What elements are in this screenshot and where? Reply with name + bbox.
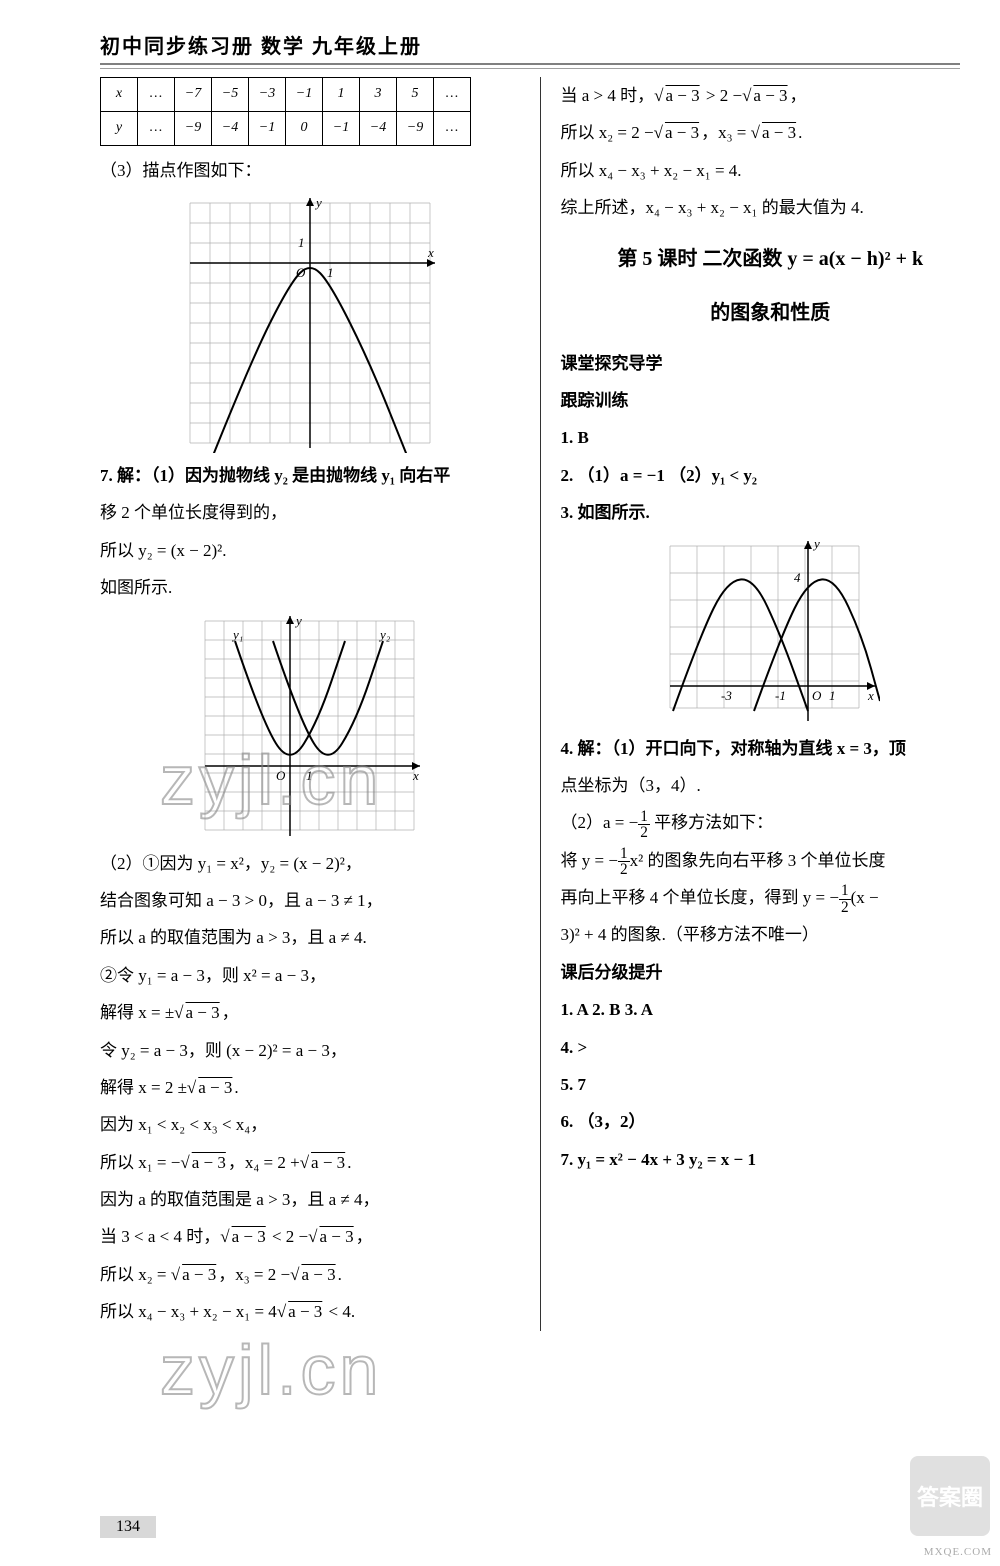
text-line: 令 y₂ = a − 3，则 (x − 2)² = a − 3， <box>100 1032 520 1069</box>
text-line: 点坐标为（3，4）. <box>561 767 981 804</box>
answer-line: 1. B <box>561 419 981 456</box>
text-line: 所以 x₄ − x₃ + x₂ − x₁ = 4. <box>561 152 981 189</box>
text-line: 4. 解：（1）开口向下，对称轴为直线 x = 3，顶 <box>561 730 981 767</box>
svg-text:x: x <box>427 245 434 260</box>
svg-text:y: y <box>294 613 302 628</box>
svg-text:x: x <box>867 688 874 703</box>
corner-url: MXQE.COM <box>924 1546 992 1558</box>
svg-text:-3: -3 <box>721 688 732 703</box>
text-line: 所以 x₂ = √a − 3，x₃ = 2 −√a − 3. <box>100 1256 520 1293</box>
text-line: 解得 x = ±√a − 3， <box>100 994 520 1031</box>
svg-text:y₂: y₂ <box>378 627 391 642</box>
answer-line: 3. 如图所示. <box>561 494 981 531</box>
svg-text:y: y <box>314 195 322 210</box>
svg-text:y: y <box>812 536 820 551</box>
text-line: 将 y = −12x² 的图象先向右平移 3 个单位长度 <box>561 842 981 879</box>
heading: 跟踪训练 <box>561 382 981 419</box>
text-line: 移 2 个单位长度得到的， <box>100 494 520 531</box>
text-line: 所以 y₂ = (x − 2)². <box>100 532 520 569</box>
text-line: 因为 x₁ < x₂ < x₃ < x₄， <box>100 1106 520 1143</box>
chart-dual-parabola: x y O 1 y₁ y₂ <box>195 611 425 841</box>
watermark: zyjl.cn <box>160 1330 382 1410</box>
text-line: （2）a = −12 平移方法如下： <box>561 804 981 841</box>
text-line: 再向上平移 4 个单位长度，得到 y = −12(x − <box>561 879 981 916</box>
text-line: 结合图象可知 a − 3 > 0，且 a − 3 ≠ 1， <box>100 882 520 919</box>
text-line: （3）描点作图如下： <box>100 152 520 189</box>
text-line: 3)² + 4 的图象.（平移方法不唯一） <box>561 916 981 953</box>
svg-text:y₁: y₁ <box>231 627 243 642</box>
text-line: ②令 y₁ = a − 3，则 x² = a − 3， <box>100 957 520 994</box>
text-line: 综上所述，x₄ − x₃ + x₂ − x₁ 的最大值为 4. <box>561 189 981 226</box>
xy-table: x… −7−5 −3−1 13 5… y… −9−4 −10 −1−4 −9… <box>100 77 471 146</box>
page-number: 134 <box>100 1516 156 1538</box>
svg-text:4: 4 <box>794 570 801 585</box>
svg-text:O: O <box>812 688 822 703</box>
text-line: 所以 x₁ = −√a − 3，x₄ = 2 +√a − 3. <box>100 1144 520 1181</box>
text-line: 当 a > 4 时，√a − 3 > 2 −√a − 3， <box>561 77 981 114</box>
text-line: 7. 解：（1）因为抛物线 y₂ 是由抛物线 y₁ 向右平 <box>100 457 520 494</box>
svg-text:-1: -1 <box>775 688 786 703</box>
text-line: 所以 a 的取值范围为 a > 3，且 a ≠ 4. <box>100 919 520 956</box>
svg-text:O: O <box>276 768 286 783</box>
text-line: 因为 a 的取值范围是 a > 3，且 a ≠ 4， <box>100 1181 520 1218</box>
svg-text:x: x <box>412 768 419 783</box>
text-line: 当 3 < a < 4 时，√a − 3 < 2 −√a − 3， <box>100 1218 520 1255</box>
text-line: 所以 x₄ − x₃ + x₂ − x₁ = 4√a − 3 < 4. <box>100 1293 520 1330</box>
heading: 课后分级提升 <box>561 954 981 991</box>
chart-parabola-down: x y O 1 1 <box>180 193 440 453</box>
left-column: x… −7−5 −3−1 13 5… y… −9−4 −10 −1−4 −9… … <box>100 77 540 1331</box>
text-line: （2）①因为 y₁ = x²，y₂ = (x − 2)²， <box>100 845 520 882</box>
corner-badge: 答案圈 <box>910 1456 990 1536</box>
page-header: 初中同步练习册 数学 九年级上册 <box>0 30 1000 59</box>
text-line: 解得 x = 2 ±√a − 3. <box>100 1069 520 1106</box>
section-subtitle: 的图象和性质 <box>561 291 981 335</box>
answer-line: 7. y₁ = x² − 4x + 3 y₂ = x − 1 <box>561 1141 981 1178</box>
answer-line: 2. （1）a = −1 （2）y₁ < y₂ <box>561 457 981 494</box>
section-title: 第 5 课时 二次函数 y = a(x − h)² + k <box>561 237 981 281</box>
svg-text:O: O <box>296 265 306 280</box>
answer-line: 1. A 2. B 3. A <box>561 991 981 1028</box>
answer-line: 6. （3，2） <box>561 1103 981 1140</box>
answer-line: 4. > <box>561 1029 981 1066</box>
svg-text:1: 1 <box>829 688 836 703</box>
chart-dual-parabola-down: x y O -3 -1 1 4 <box>660 536 880 726</box>
right-column: 当 a > 4 时，√a − 3 > 2 −√a − 3， 所以 x₂ = 2 … <box>541 77 981 1331</box>
text-line: 如图所示. <box>100 569 520 606</box>
answer-line: 5. 7 <box>561 1066 981 1103</box>
header-rule <box>100 63 960 69</box>
text-line: 所以 x₂ = 2 −√a − 3，x₃ = √a − 3. <box>561 114 981 151</box>
svg-text:1: 1 <box>306 768 313 783</box>
heading: 课堂探究导学 <box>561 345 981 382</box>
svg-text:1: 1 <box>327 265 334 280</box>
svg-text:1: 1 <box>298 235 305 250</box>
